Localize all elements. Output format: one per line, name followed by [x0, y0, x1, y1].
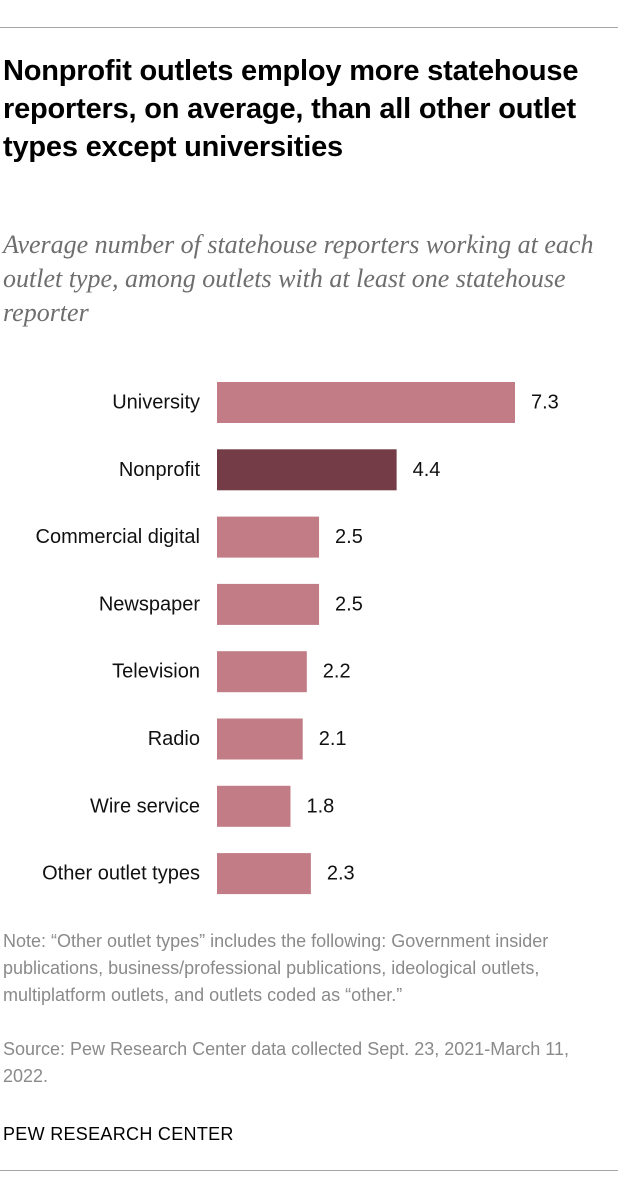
value-label: 4.4	[413, 459, 441, 481]
category-label: Commercial digital	[36, 526, 201, 548]
value-label: 1.8	[306, 795, 334, 817]
bar	[217, 651, 307, 693]
value-label: 2.5	[335, 526, 363, 548]
value-label: 2.2	[323, 661, 351, 683]
bar	[217, 516, 320, 558]
bar	[217, 853, 311, 895]
bar	[217, 785, 291, 827]
category-label: Newspaper	[99, 593, 201, 615]
bar-chart: University 7.3 Nonprofit 4.4 Commercial digi…	[0, 360, 618, 900]
bar-chart-svg: University 7.3 Nonprofit 4.4 Commercial digi…	[36, 382, 559, 895]
chart-source: Source: Pew Research Center data collect…	[3, 1039, 569, 1086]
category-label: University	[112, 392, 200, 414]
brand-wordmark: PEW RESEARCH CENTER	[3, 1124, 234, 1144]
value-label: 2.1	[319, 728, 347, 750]
bar	[217, 382, 515, 423]
bar	[217, 449, 397, 491]
chart-subtitle: Average number of statehouse reporters w…	[3, 230, 594, 327]
category-label: Radio	[148, 728, 200, 750]
category-label: Nonprofit	[119, 459, 201, 481]
value-label: 7.3	[531, 392, 559, 414]
bottom-rule	[0, 1170, 618, 1171]
category-label: Other outlet types	[42, 863, 200, 885]
bar	[217, 718, 303, 760]
top-rule	[0, 27, 618, 28]
bar	[217, 583, 320, 625]
value-label: 2.3	[327, 863, 355, 885]
chart-note: Note: “Other outlet types” includes the …	[3, 931, 549, 1005]
category-label: Wire service	[90, 795, 200, 817]
category-label: Television	[112, 661, 200, 683]
value-label: 2.5	[335, 593, 363, 615]
chart-title: Nonprofit outlets employ more statehouse…	[3, 55, 579, 163]
